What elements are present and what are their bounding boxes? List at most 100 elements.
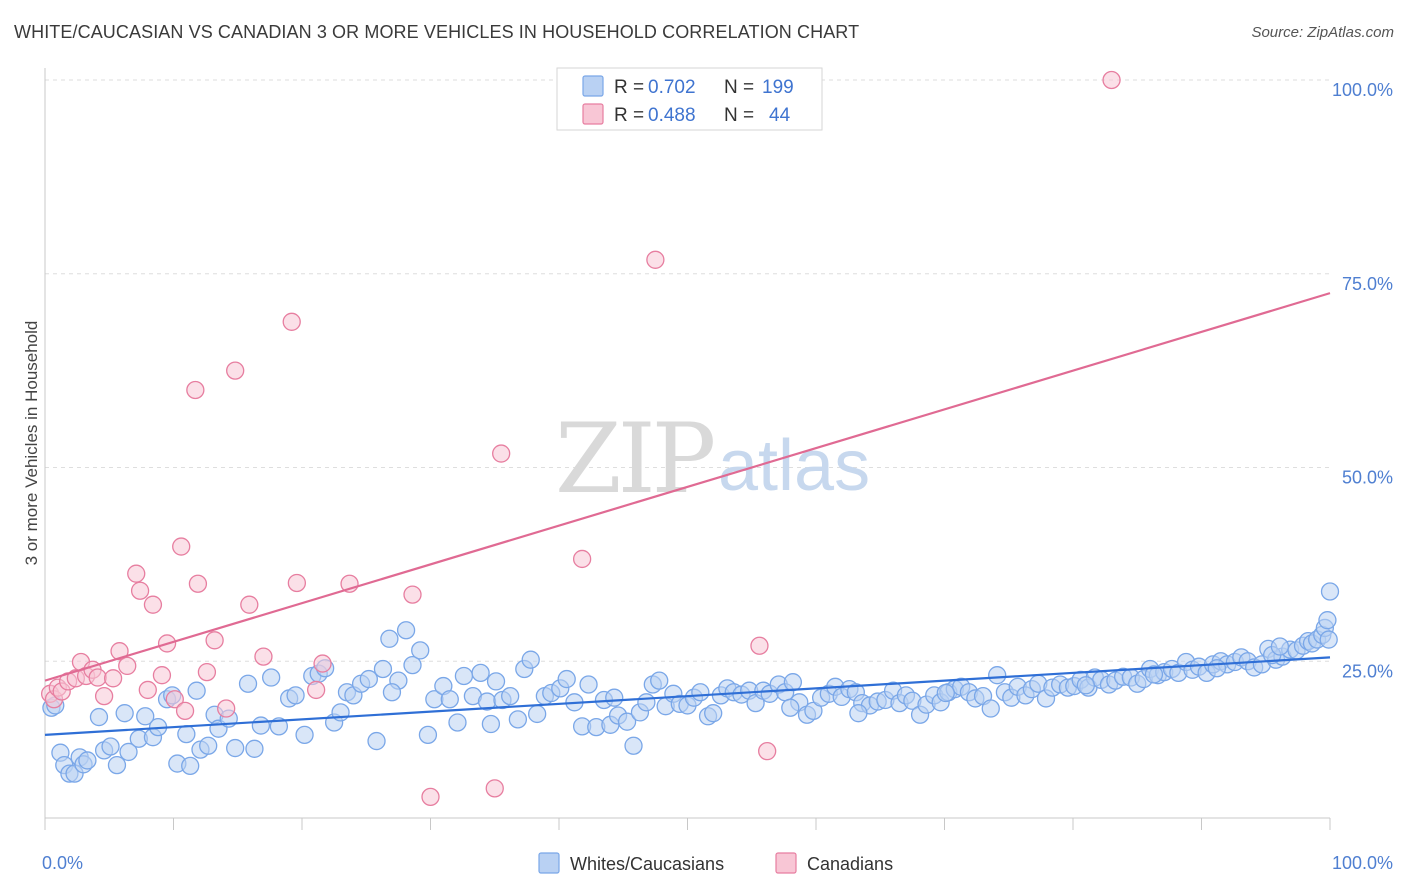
legend-swatch-canadians [582,103,604,125]
whites-point-8 [78,751,97,770]
whites-point-52 [396,621,416,640]
canadians-point-29 [240,595,259,614]
whites-point-198 [936,683,955,703]
series-whites-points [42,582,1340,783]
whites-point-83 [624,736,643,755]
whites-point-197 [1207,659,1227,678]
bottom-legend-swatch-whites [538,852,560,874]
whites-point-13 [115,704,134,723]
watermark-zip: ZIP [555,403,714,515]
whites-point-134 [981,699,1000,718]
whites-point-64 [486,672,506,691]
whites-point-187 [1320,582,1340,601]
canadians-point-14 [127,564,146,583]
bottom-legend-label-canadians: Canadians [807,854,893,874]
legend-n-value-whites: 199 [762,77,794,98]
whites-point-47 [359,669,378,689]
whites-point-196 [1144,665,1164,684]
whites-point-135 [988,666,1007,685]
whites-point-33 [251,716,271,735]
whites-point-69 [521,650,540,669]
canadians-point-34 [313,654,332,673]
legend-r-label-canadians: R = [614,105,644,126]
whites-point-195 [1076,676,1095,695]
whites-point-62 [471,663,490,683]
canadians-point-15 [130,581,150,600]
legend-n-label-whites: N = [724,77,754,98]
whites-point-82 [617,712,637,731]
whites-point-60 [454,666,474,686]
canadians-point-42 [750,636,769,655]
canadians-point-32 [287,573,307,593]
whites-point-53 [403,655,422,675]
legend-n-value-canadians: 44 [769,105,791,126]
canadians-point-13 [118,656,137,676]
whites-point-186 [1319,630,1338,649]
whites-point-59 [448,713,467,732]
canadians-point-9 [88,668,107,687]
whites-point-49 [373,659,393,679]
whites-point-192 [481,714,501,734]
canadians-point-44 [1102,70,1121,90]
whites-trend-line [44,656,1331,736]
canadians-point-39 [492,444,511,463]
whites-point-85 [637,693,656,712]
source-label: Source: ZipAtlas.com [1251,24,1394,41]
y-tick-label-100: 100.0% [1332,80,1393,100]
legend-r-value-canadians: 0.488 [648,105,696,126]
canadians-point-43 [758,742,777,761]
canadians-point-17 [143,595,163,614]
canadians-point-30 [254,647,273,666]
whites-point-12 [107,755,127,775]
whites-point-50 [380,629,399,648]
canadians-point-23 [186,380,205,400]
canadians-point-12 [110,642,129,661]
series-canadians-points [40,70,1121,807]
canadians-point-38 [485,779,504,798]
whites-point-37 [286,686,305,705]
whites-point-74 [557,669,576,689]
canadians-trend-line [44,292,1331,682]
whites-point-194 [849,704,868,723]
canadians-point-31 [282,312,301,331]
whites-point-31 [238,674,258,693]
whites-point-185 [1318,611,1337,630]
chart-title: WHITE/CAUCASIAN VS CANADIAN 3 OR MORE VE… [14,22,860,42]
y-axis-label: 3 or more Vehicles in Household [22,321,41,566]
y-tick-label-50: 50.0% [1342,468,1393,488]
legend-r-label-whites: R = [614,77,644,98]
canadians-point-33 [306,680,326,700]
canadians-point-28 [226,361,245,380]
x-axis-ticks [44,818,1331,830]
whites-point-193 [781,698,800,717]
y-tick-labels: 25.0% 50.0% 75.0% 100.0% [1332,80,1393,681]
correlation-legend: R = 0.702 N = 199 R = 0.488 N = 44 [556,67,823,131]
canadians-point-18 [152,666,172,685]
bottom-legend-swatch-canadians [775,852,797,874]
canadians-point-36 [403,585,422,604]
whites-point-16 [136,707,155,726]
whites-point-87 [650,671,669,690]
whites-point-58 [440,690,459,709]
whites-point-93 [691,683,710,702]
canadians-point-26 [205,631,224,650]
whites-point-30 [226,738,245,758]
canadians-point-11 [103,669,123,688]
y-tick-label-25: 25.0% [1342,661,1393,681]
whites-point-54 [411,641,430,660]
canadians-point-10 [94,686,114,706]
canadians-point-22 [175,701,195,720]
whites-point-23 [181,756,200,776]
whites-point-24 [187,681,206,700]
whites-point-34 [262,668,281,687]
whites-point-70 [528,704,547,724]
canadians-point-21 [172,537,191,556]
whites-point-14 [119,742,138,762]
canadians-point-41 [646,250,665,269]
legend-n-label-canadians: N = [724,105,754,126]
whites-point-22 [177,724,196,744]
legend-swatch-whites [582,75,604,97]
whites-point-191 [382,683,402,702]
canadians-point-16 [138,680,157,700]
